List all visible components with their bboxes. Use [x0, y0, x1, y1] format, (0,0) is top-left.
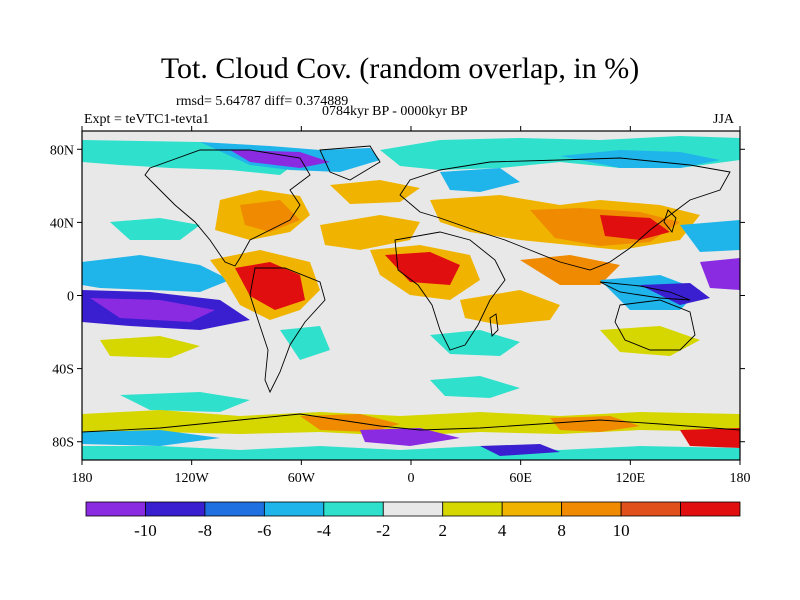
- anomaly-region: [240, 200, 300, 232]
- coastline-greenland: [319, 145, 381, 181]
- anomaly-region: [120, 392, 250, 412]
- coastline-japan: [663, 209, 677, 233]
- anomaly-region: [360, 428, 460, 446]
- lon-tick-label: 60W: [288, 471, 316, 486]
- colorbar-swatch: [382, 501, 444, 517]
- anomaly-region: [550, 416, 640, 432]
- lat-tick-label: 80N: [50, 143, 74, 158]
- lon-tick-label: 0: [408, 471, 415, 486]
- colorbar-label: 4: [498, 521, 507, 540]
- anomaly-region: [680, 428, 740, 448]
- axis-ticks: 180 120W 60W 0 60E 120E 180 80N 40N 0 40S 80S: [50, 126, 751, 486]
- anomaly-region: [700, 258, 740, 290]
- coastline-madagascar: [489, 313, 499, 337]
- anomaly-region: [235, 262, 305, 310]
- coastline-eurasia: [399, 157, 731, 271]
- anomaly-region: [82, 446, 740, 460]
- anomaly-region: [230, 150, 330, 168]
- season-label: JJA: [713, 112, 735, 127]
- lon-tick-label: 180: [730, 471, 751, 486]
- coastline-australia: [614, 299, 696, 351]
- experiment-label: Expt = teVTC1-tevta1: [84, 112, 210, 127]
- coastlines: [82, 145, 740, 433]
- anomaly-field: [82, 131, 740, 460]
- anomaly-region: [480, 444, 560, 456]
- colorbar-swatch: [204, 501, 265, 517]
- colorbar-label: 10: [613, 521, 630, 540]
- colorbar-label: -2: [376, 521, 390, 540]
- lon-tick-label: 120E: [616, 471, 646, 486]
- lon-tick-label: 180: [72, 471, 93, 486]
- colorbar-swatch: [561, 501, 622, 517]
- coastline-antarctica: [82, 413, 740, 433]
- colorbar-swatch: [263, 501, 325, 517]
- anomaly-region: [385, 252, 460, 285]
- anomaly-region: [600, 215, 670, 240]
- lat-tick-label: 0: [67, 290, 74, 305]
- colorbar-label: -6: [257, 521, 271, 540]
- period-label: 0784kyr BP - 0000kyr BP: [322, 104, 468, 119]
- colorbar-swatch: [620, 501, 681, 517]
- anomaly-region: [520, 255, 620, 285]
- anomaly-region: [280, 326, 330, 360]
- colorbar-label: 2: [438, 521, 447, 540]
- colorbar-label: -8: [198, 521, 212, 540]
- anomaly-region: [300, 414, 400, 432]
- colorbar-swatch: [680, 501, 741, 517]
- lat-tick-label: 80S: [52, 436, 74, 451]
- colorbar-label: 8: [557, 521, 566, 540]
- colorbar-label: -4: [317, 521, 332, 540]
- colorbar-swatch: [145, 501, 206, 517]
- colorbar-swatch: [442, 501, 503, 517]
- stats-text: rmsd= 5.64787 diff= 0.374889: [176, 94, 349, 109]
- coastline-indonesia: [599, 281, 691, 301]
- anomaly-region: [82, 430, 220, 446]
- anomaly-region: [560, 150, 720, 168]
- anomaly-region: [680, 220, 740, 252]
- lon-tick-label: 60E: [509, 471, 532, 486]
- anomaly-region: [330, 180, 420, 204]
- colorbar-swatch: [85, 501, 146, 517]
- lat-tick-label: 40S: [52, 363, 74, 378]
- anomaly-region: [460, 290, 560, 325]
- anomaly-region: [440, 168, 520, 192]
- colorbar: -10 -8 -6 -4 -2 2 4 8 10: [85, 501, 741, 540]
- anomaly-region: [430, 376, 520, 398]
- coastline-africa: [394, 231, 506, 351]
- anomaly-region: [90, 298, 215, 322]
- anomaly-region: [100, 336, 200, 358]
- lon-tick-label: 120W: [175, 471, 210, 486]
- coastline-north-america: [144, 149, 311, 267]
- anomaly-region: [110, 218, 200, 240]
- anomaly-region: [82, 255, 230, 292]
- coastline-south-america: [249, 267, 326, 394]
- colorbar-label: -10: [134, 521, 157, 540]
- colorbar-swatch: [501, 501, 563, 517]
- lat-tick-label: 40N: [50, 216, 74, 231]
- anomaly-region: [600, 326, 700, 356]
- colorbar-swatch: [323, 501, 384, 517]
- map-title: Tot. Cloud Cov. (random overlap, in %): [160, 52, 640, 85]
